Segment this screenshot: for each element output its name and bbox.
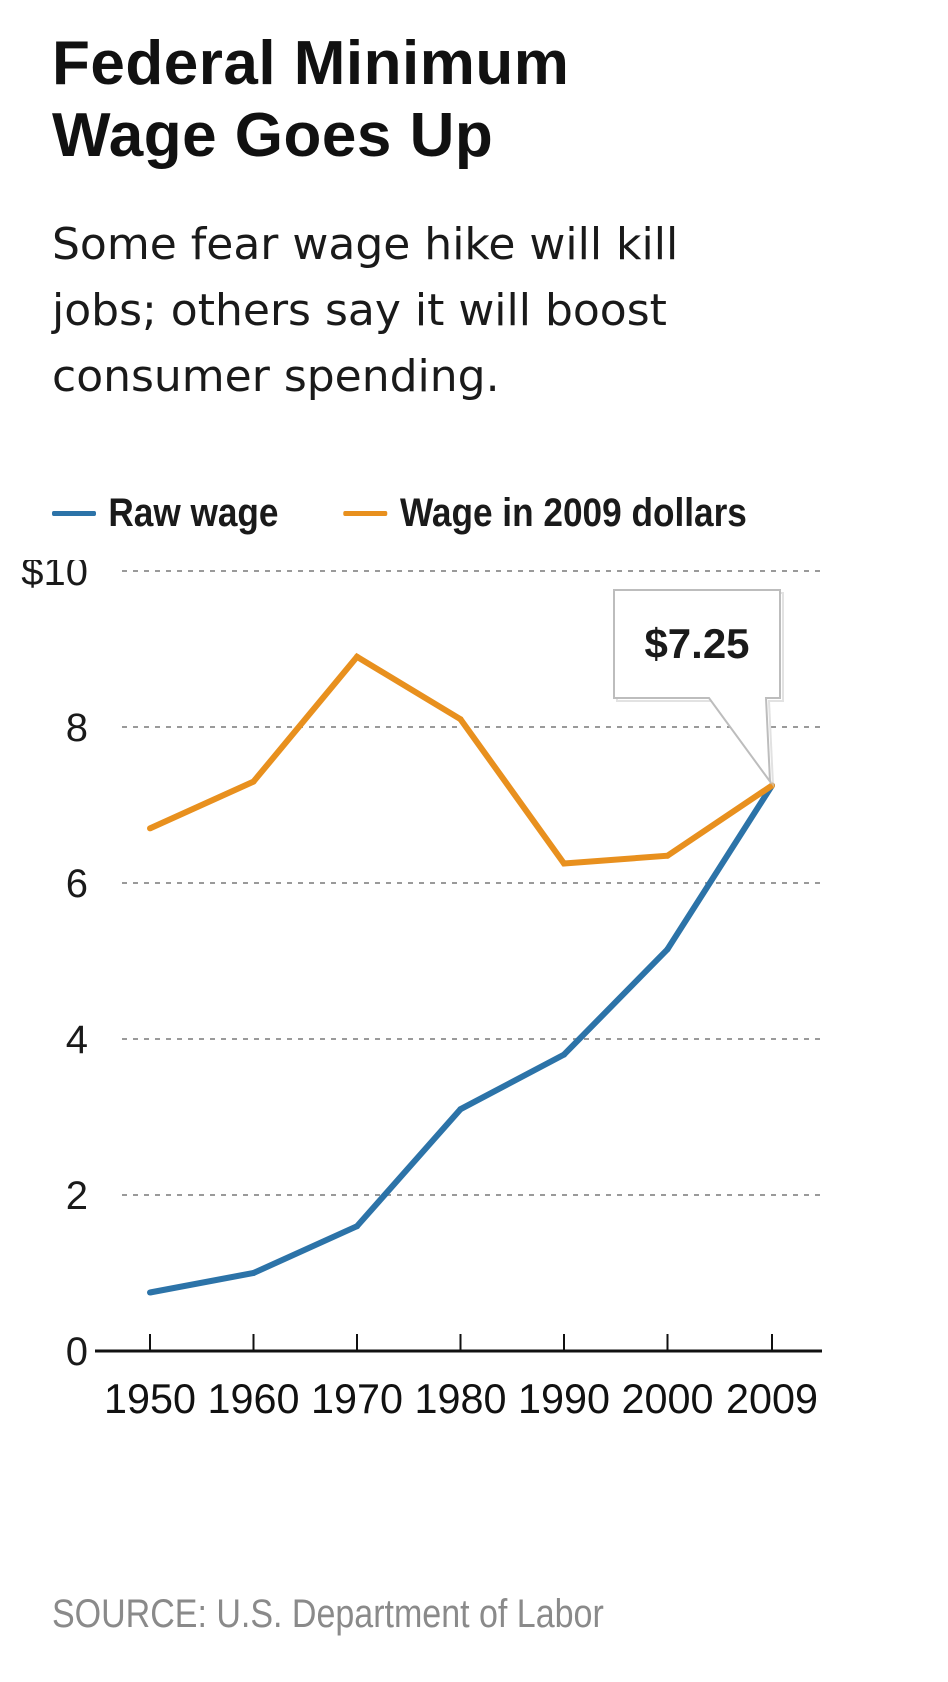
data-point-wage-in-2009-dollars-2000 [664,852,671,859]
legend-label-wage-2009-dollars: Wage in 2009 dollars [399,490,747,535]
data-point-wage-in-2009-dollars-1980 [457,716,464,723]
data-point-wage-in-2009-dollars-1960 [250,778,257,785]
y-tick-label-2: 2 [66,1174,88,1218]
title-line-1: Federal Minimum [52,29,570,98]
data-point-raw-wage-1980 [457,1106,464,1113]
y-tick-label-6: 6 [66,862,88,906]
x-tick-label-2009: 2009 [726,1375,818,1422]
chart-legend: Raw wage Wage in 2009 dollars [52,488,747,538]
subtitle-line-3: consumer spending. [52,351,500,402]
x-tick-label-1980: 1980 [415,1375,507,1422]
x-tick-label-1960: 1960 [208,1375,300,1422]
data-point-raw-wage-1950 [147,1289,153,1296]
x-tick-label-2000: 2000 [622,1375,714,1422]
subtitle-line-1: Some fear wage hike will kill [52,219,679,270]
source-note: SOURCE: U.S. Department of Labor [52,1592,604,1636]
y-tick-label-0: 0 [66,1330,88,1374]
legend-item-raw-wage: Raw wage [52,491,279,536]
y-tick-label-4: 4 [66,1018,88,1062]
data-point-wage-in-2009-dollars-1950 [147,825,153,832]
y-tick-label-8: 8 [66,706,88,750]
x-tick-label-1990: 1990 [518,1375,610,1422]
data-point-raw-wage-1970 [354,1223,360,1230]
data-point-raw-wage-1960 [250,1270,257,1276]
title-line-2: Wage Goes Up [52,101,494,170]
data-point-raw-wage-1990 [561,1051,567,1058]
legend-swatch-wage-2009-dollars [343,510,388,516]
line-chart: 0 2 4 6 8 $10 1950 1960 1970 1980 1990 2000 2009 $7.2… [21,560,822,1422]
y-tick-label-10: $10 [21,560,88,594]
data-point-raw-wage-2000 [664,946,671,953]
callout-label: $7.25 [644,620,749,667]
subtitle-line-2: jobs; others say it will boost [52,285,667,336]
data-point-wage-in-2009-dollars-1990 [561,860,567,867]
legend-swatch-raw-wage [52,510,96,516]
legend-item-wage-2009-dollars: Wage in 2009 dollars [343,490,747,536]
legend-label-raw-wage: Raw wage [108,490,279,535]
data-point-wage-in-2009-dollars-1970 [354,653,360,660]
x-tick-label-1950: 1950 [104,1375,196,1422]
chart-title: Federal Minimum Wage Goes Up [52,28,912,172]
x-tick-label-1970: 1970 [311,1375,403,1422]
callout-box [613,589,781,785]
chart-subtitle: Some fear wage hike will kill jobs; othe… [52,212,912,410]
